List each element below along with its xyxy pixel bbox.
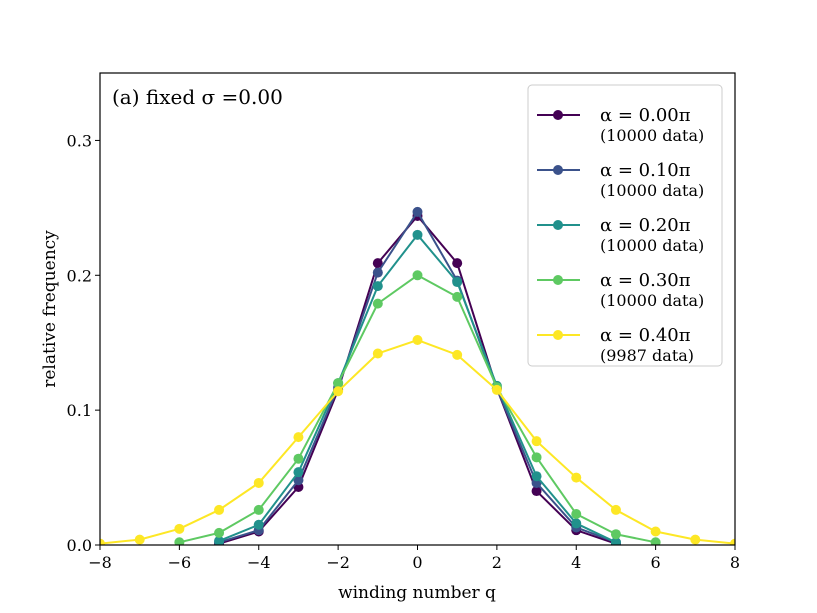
data-point bbox=[100, 538, 105, 545]
legend-note: (10000 data) bbox=[600, 236, 704, 255]
legend-label: α = 0.20π bbox=[600, 215, 691, 236]
data-point bbox=[372, 298, 383, 309]
y-tick-label: 0.0 bbox=[67, 536, 92, 555]
legend-label: α = 0.00π bbox=[600, 105, 691, 126]
data-point bbox=[174, 537, 185, 545]
legend-marker bbox=[553, 165, 563, 175]
data-point bbox=[293, 453, 304, 464]
legend-marker bbox=[553, 275, 563, 285]
legend-note: (10000 data) bbox=[600, 126, 704, 145]
data-point bbox=[531, 436, 542, 447]
panel-label: (a) fixed σ =0.00 bbox=[112, 85, 283, 109]
data-point bbox=[372, 348, 383, 359]
legend-marker bbox=[553, 220, 563, 230]
data-point bbox=[531, 486, 542, 497]
data-point bbox=[690, 534, 701, 545]
data-point bbox=[452, 349, 463, 360]
data-point bbox=[610, 504, 621, 515]
data-point bbox=[730, 538, 735, 545]
data-point bbox=[610, 537, 621, 545]
legend-note: (10000 data) bbox=[600, 181, 704, 200]
data-point bbox=[412, 270, 423, 281]
y-axis-label: relative frequency bbox=[40, 230, 60, 388]
data-point bbox=[531, 452, 542, 463]
data-point bbox=[372, 258, 383, 269]
x-axis-ticks: −8 −6 −4 −2 0 2 4 6 8 bbox=[88, 545, 740, 572]
legend: α = 0.00π(10000 data)α = 0.10π(10000 dat… bbox=[527, 84, 723, 367]
data-point bbox=[214, 527, 225, 538]
y-tick-label: 0.3 bbox=[67, 131, 92, 150]
x-tick-label: 2 bbox=[492, 553, 502, 572]
x-tick-label: −6 bbox=[168, 553, 192, 572]
data-point bbox=[214, 504, 225, 515]
x-tick-label: 0 bbox=[412, 553, 422, 572]
data-point bbox=[650, 537, 661, 545]
y-tick-label: 0.2 bbox=[67, 266, 92, 285]
data-point bbox=[372, 281, 383, 292]
data-point bbox=[571, 508, 582, 519]
data-point bbox=[134, 534, 145, 545]
legend-box bbox=[527, 84, 723, 367]
legend-marker bbox=[553, 110, 563, 120]
legend-label: α = 0.30π bbox=[600, 270, 691, 291]
data-point bbox=[452, 291, 463, 302]
data-point bbox=[531, 471, 542, 482]
data-point bbox=[293, 475, 304, 486]
legend-note: (10000 data) bbox=[600, 291, 704, 310]
data-point bbox=[571, 518, 582, 529]
x-tick-label: 8 bbox=[730, 553, 740, 572]
legend-marker bbox=[553, 330, 563, 340]
data-point bbox=[610, 529, 621, 540]
data-point bbox=[333, 378, 344, 389]
data-point bbox=[214, 535, 225, 545]
data-point bbox=[174, 523, 185, 534]
data-point bbox=[333, 386, 344, 397]
series-group bbox=[100, 206, 735, 545]
x-tick-label: 6 bbox=[651, 553, 661, 572]
series-line-4 bbox=[100, 339, 735, 545]
data-point bbox=[253, 504, 264, 515]
data-point bbox=[571, 472, 582, 483]
data-point bbox=[293, 467, 304, 478]
data-point bbox=[372, 267, 383, 278]
data-point bbox=[491, 384, 502, 395]
plot-area bbox=[100, 206, 735, 545]
data-point bbox=[452, 258, 463, 269]
data-point bbox=[412, 229, 423, 240]
x-tick-label: 4 bbox=[571, 553, 581, 572]
x-tick-label: −8 bbox=[88, 553, 112, 572]
legend-label: α = 0.10π bbox=[600, 160, 691, 181]
x-tick-label: −4 bbox=[247, 553, 271, 572]
data-point bbox=[253, 477, 264, 488]
data-point bbox=[412, 335, 423, 346]
data-point bbox=[412, 206, 423, 217]
legend-label: α = 0.40π bbox=[600, 325, 691, 346]
data-point bbox=[650, 526, 661, 537]
x-tick-label: −2 bbox=[326, 553, 350, 572]
data-point bbox=[452, 277, 463, 288]
x-axis-label: winding number q bbox=[338, 583, 496, 603]
y-tick-label: 0.1 bbox=[67, 401, 92, 420]
data-point bbox=[253, 519, 264, 530]
legend-note: (9987 data) bbox=[600, 346, 694, 365]
y-axis-ticks: 0.0 0.1 0.2 0.3 bbox=[67, 131, 100, 555]
data-point bbox=[293, 432, 304, 443]
